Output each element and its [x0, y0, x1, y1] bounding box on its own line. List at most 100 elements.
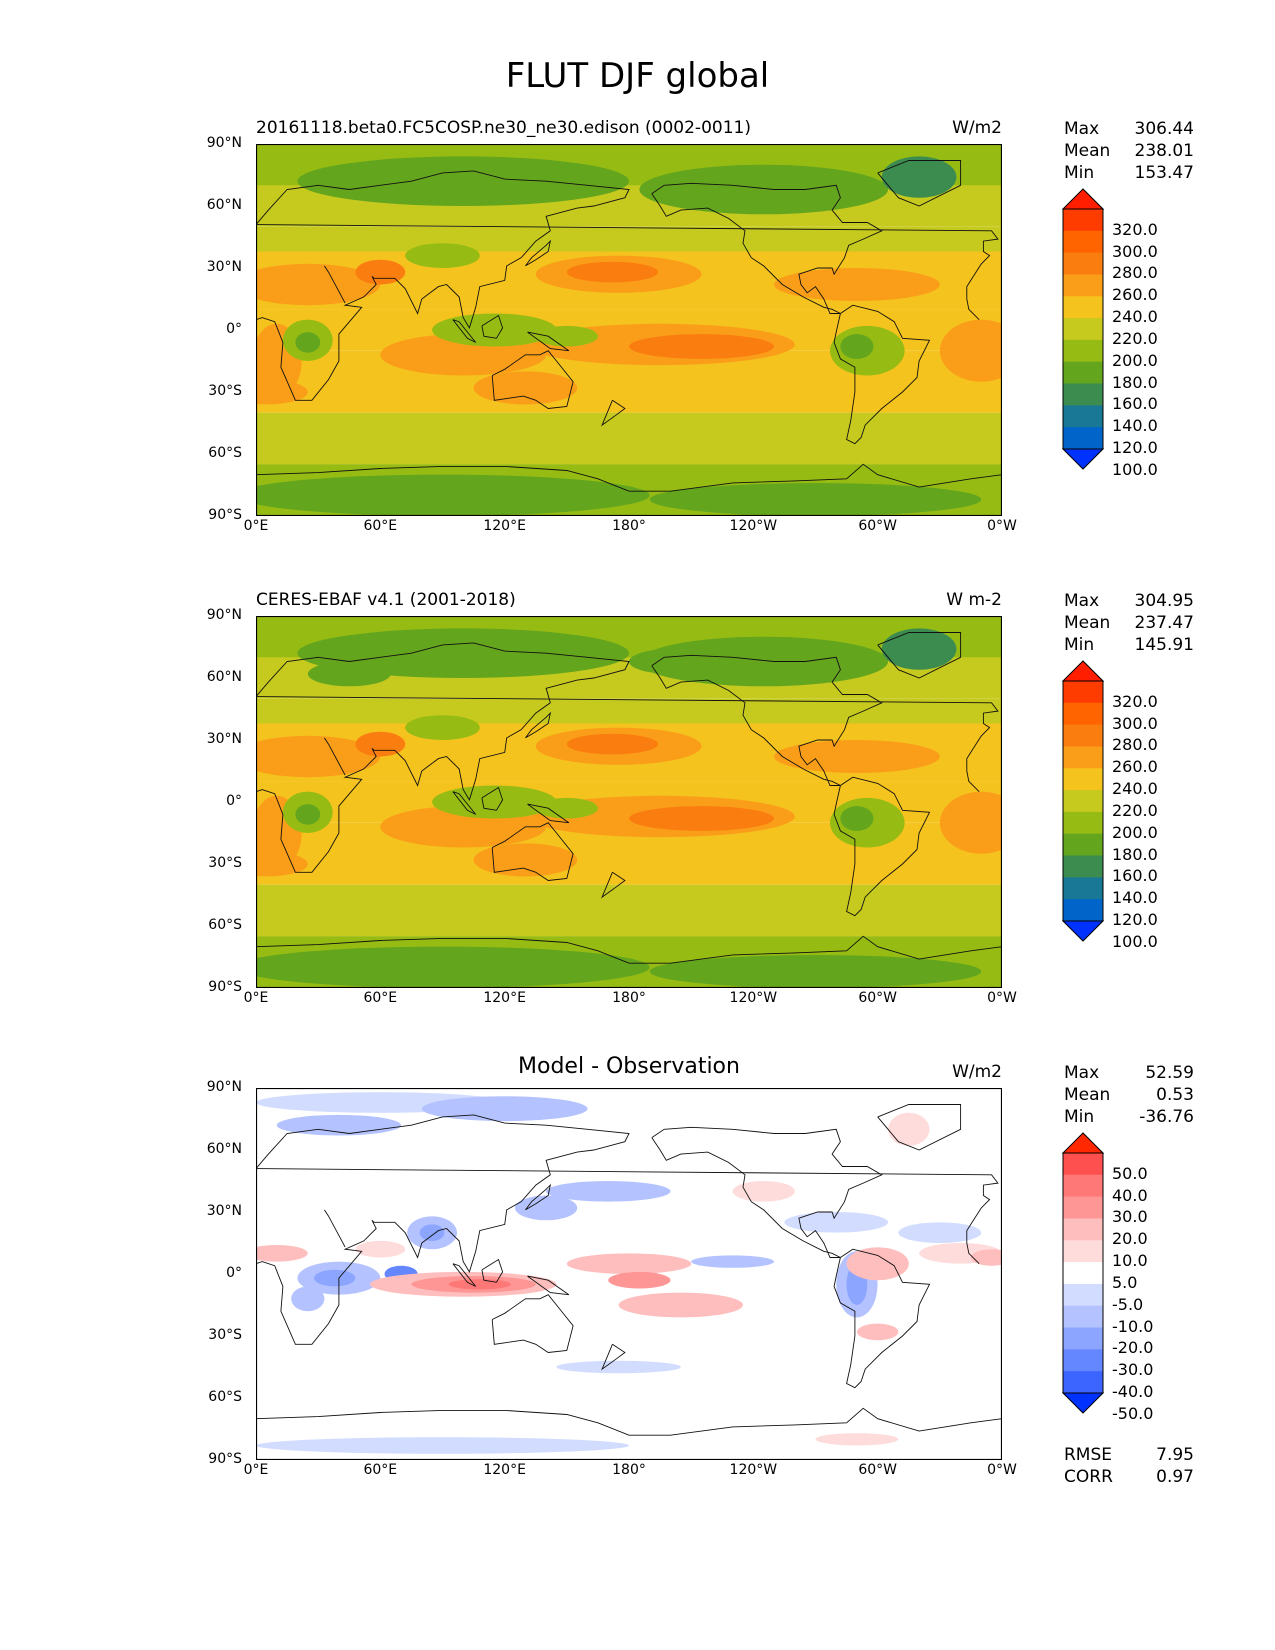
stat-row: Min 153.47 [1064, 162, 1194, 184]
coastline [491, 822, 574, 881]
coastline [481, 314, 504, 339]
stat-label: Max [1064, 119, 1100, 139]
field-blob [629, 806, 774, 831]
y-tick-label: 30°S [208, 383, 242, 399]
stat-label: CORR [1064, 1467, 1113, 1487]
field-blob [939, 791, 1002, 854]
field-blob [256, 1437, 629, 1454]
coastline [651, 654, 883, 786]
y-tick-label: 0° [226, 793, 242, 809]
y-tick-label: 90°N [206, 607, 242, 623]
stat-value: 0.53 [1156, 1085, 1194, 1105]
colorbar-label: 200.0 [1112, 822, 1158, 842]
x-tick-label: 120°W [729, 990, 778, 1006]
y-tick-label: 0° [226, 321, 242, 337]
map-frame [256, 616, 1002, 988]
colorbar-segment [1063, 724, 1103, 747]
field-blob [419, 1224, 445, 1241]
colorbar-segment [1063, 1240, 1103, 1263]
map-frame [256, 144, 1002, 516]
colorbar-segment [1063, 833, 1103, 856]
colorbar-segment [1063, 899, 1103, 922]
panel-units: W/m2 [952, 118, 1002, 138]
x-tick-label: 0°E [243, 518, 269, 534]
field-blob [774, 268, 940, 301]
colorbar-segment [1063, 209, 1103, 232]
field-band [256, 884, 1002, 910]
field-band [256, 226, 1002, 252]
colorbar [1062, 188, 1104, 470]
colorbar-segment [1063, 1349, 1103, 1372]
colorbar-frame [1062, 680, 1104, 922]
stat-value: 7.95 [1156, 1445, 1194, 1465]
coastline [491, 350, 574, 409]
field-blob [295, 332, 321, 353]
x-tick-label: 180° [612, 518, 646, 534]
colorbar-segment [1063, 383, 1103, 406]
field-blob [405, 243, 480, 268]
colorbar-segment [1063, 1305, 1103, 1328]
coastline [877, 632, 962, 679]
field-blob [546, 1181, 671, 1202]
colorbar-extend-bottom [1062, 920, 1104, 942]
y-tick-label: 90°S [208, 979, 242, 995]
stat-row: Min 145.91 [1064, 634, 1194, 656]
colorbar-label: 220.0 [1112, 800, 1158, 820]
stat-value: 238.01 [1134, 141, 1194, 161]
field-band [256, 412, 1002, 438]
field-blob [649, 955, 982, 988]
colorbar-label: 240.0 [1112, 307, 1158, 327]
stat-label: Min [1064, 635, 1095, 655]
colorbar-label: 10.0 [1112, 1251, 1148, 1271]
field-blob [515, 1195, 578, 1221]
x-tick-label: 120°W [729, 1462, 778, 1478]
stat-label: Min [1064, 1107, 1095, 1127]
colorbar-segment [1063, 427, 1103, 450]
coastline [324, 265, 346, 304]
coastline [601, 399, 626, 427]
colorbar-label: -50.0 [1112, 1403, 1154, 1423]
field-blob [939, 319, 1002, 382]
y-tick-label: 90°N [206, 135, 242, 151]
x-tick-label: 120°E [483, 518, 526, 534]
colorbar-segment [1063, 1283, 1103, 1307]
field-blob [297, 156, 629, 206]
colorbar-label: -40.0 [1112, 1382, 1154, 1401]
colorbar-label: 220.0 [1112, 328, 1158, 348]
field-band [256, 437, 1002, 465]
y-tick-label: 60°N [206, 1141, 242, 1157]
y-tick-label: 30°N [206, 259, 242, 275]
stat-value: 306.44 [1134, 119, 1194, 139]
colorbar-segment [1063, 339, 1103, 363]
field-blob [639, 636, 888, 687]
stat-label: Mean [1064, 613, 1111, 633]
x-tick-label: 0°E [243, 1462, 269, 1478]
colorbar-label: -20.0 [1112, 1338, 1154, 1358]
field-blob [473, 843, 578, 877]
stat-label: Min [1064, 163, 1095, 183]
colorbar-label: 180.0 [1112, 372, 1158, 392]
colorbar-extend-bottom [1062, 1392, 1104, 1414]
stat-row: Max 306.44 [1064, 118, 1194, 140]
field-blob [840, 806, 874, 831]
field-blob [256, 735, 381, 778]
field-blob [297, 628, 629, 678]
colorbar-label: 30.0 [1112, 1207, 1148, 1227]
x-tick-label: 120°W [729, 518, 778, 534]
field-blob [888, 1112, 930, 1146]
colorbar-segment [1063, 1262, 1103, 1285]
colorbar-label: -30.0 [1112, 1360, 1154, 1380]
colorbar-label: 5.0 [1112, 1272, 1138, 1292]
coastline [491, 1294, 574, 1353]
coastline [452, 1263, 477, 1287]
colorbar-segment [1063, 811, 1103, 835]
colorbar-extend-top [1062, 1132, 1104, 1154]
field-blob [566, 261, 658, 283]
field-blob [691, 1255, 774, 1268]
stat-row: CORR 0.97 [1064, 1466, 1194, 1488]
colorbar-label: 260.0 [1112, 757, 1158, 777]
y-tick-label: 60°N [206, 197, 242, 213]
x-tick-label: 0°W [987, 990, 1017, 1006]
panel-title: Model - Observation [518, 1054, 740, 1079]
field-blob [881, 156, 957, 198]
